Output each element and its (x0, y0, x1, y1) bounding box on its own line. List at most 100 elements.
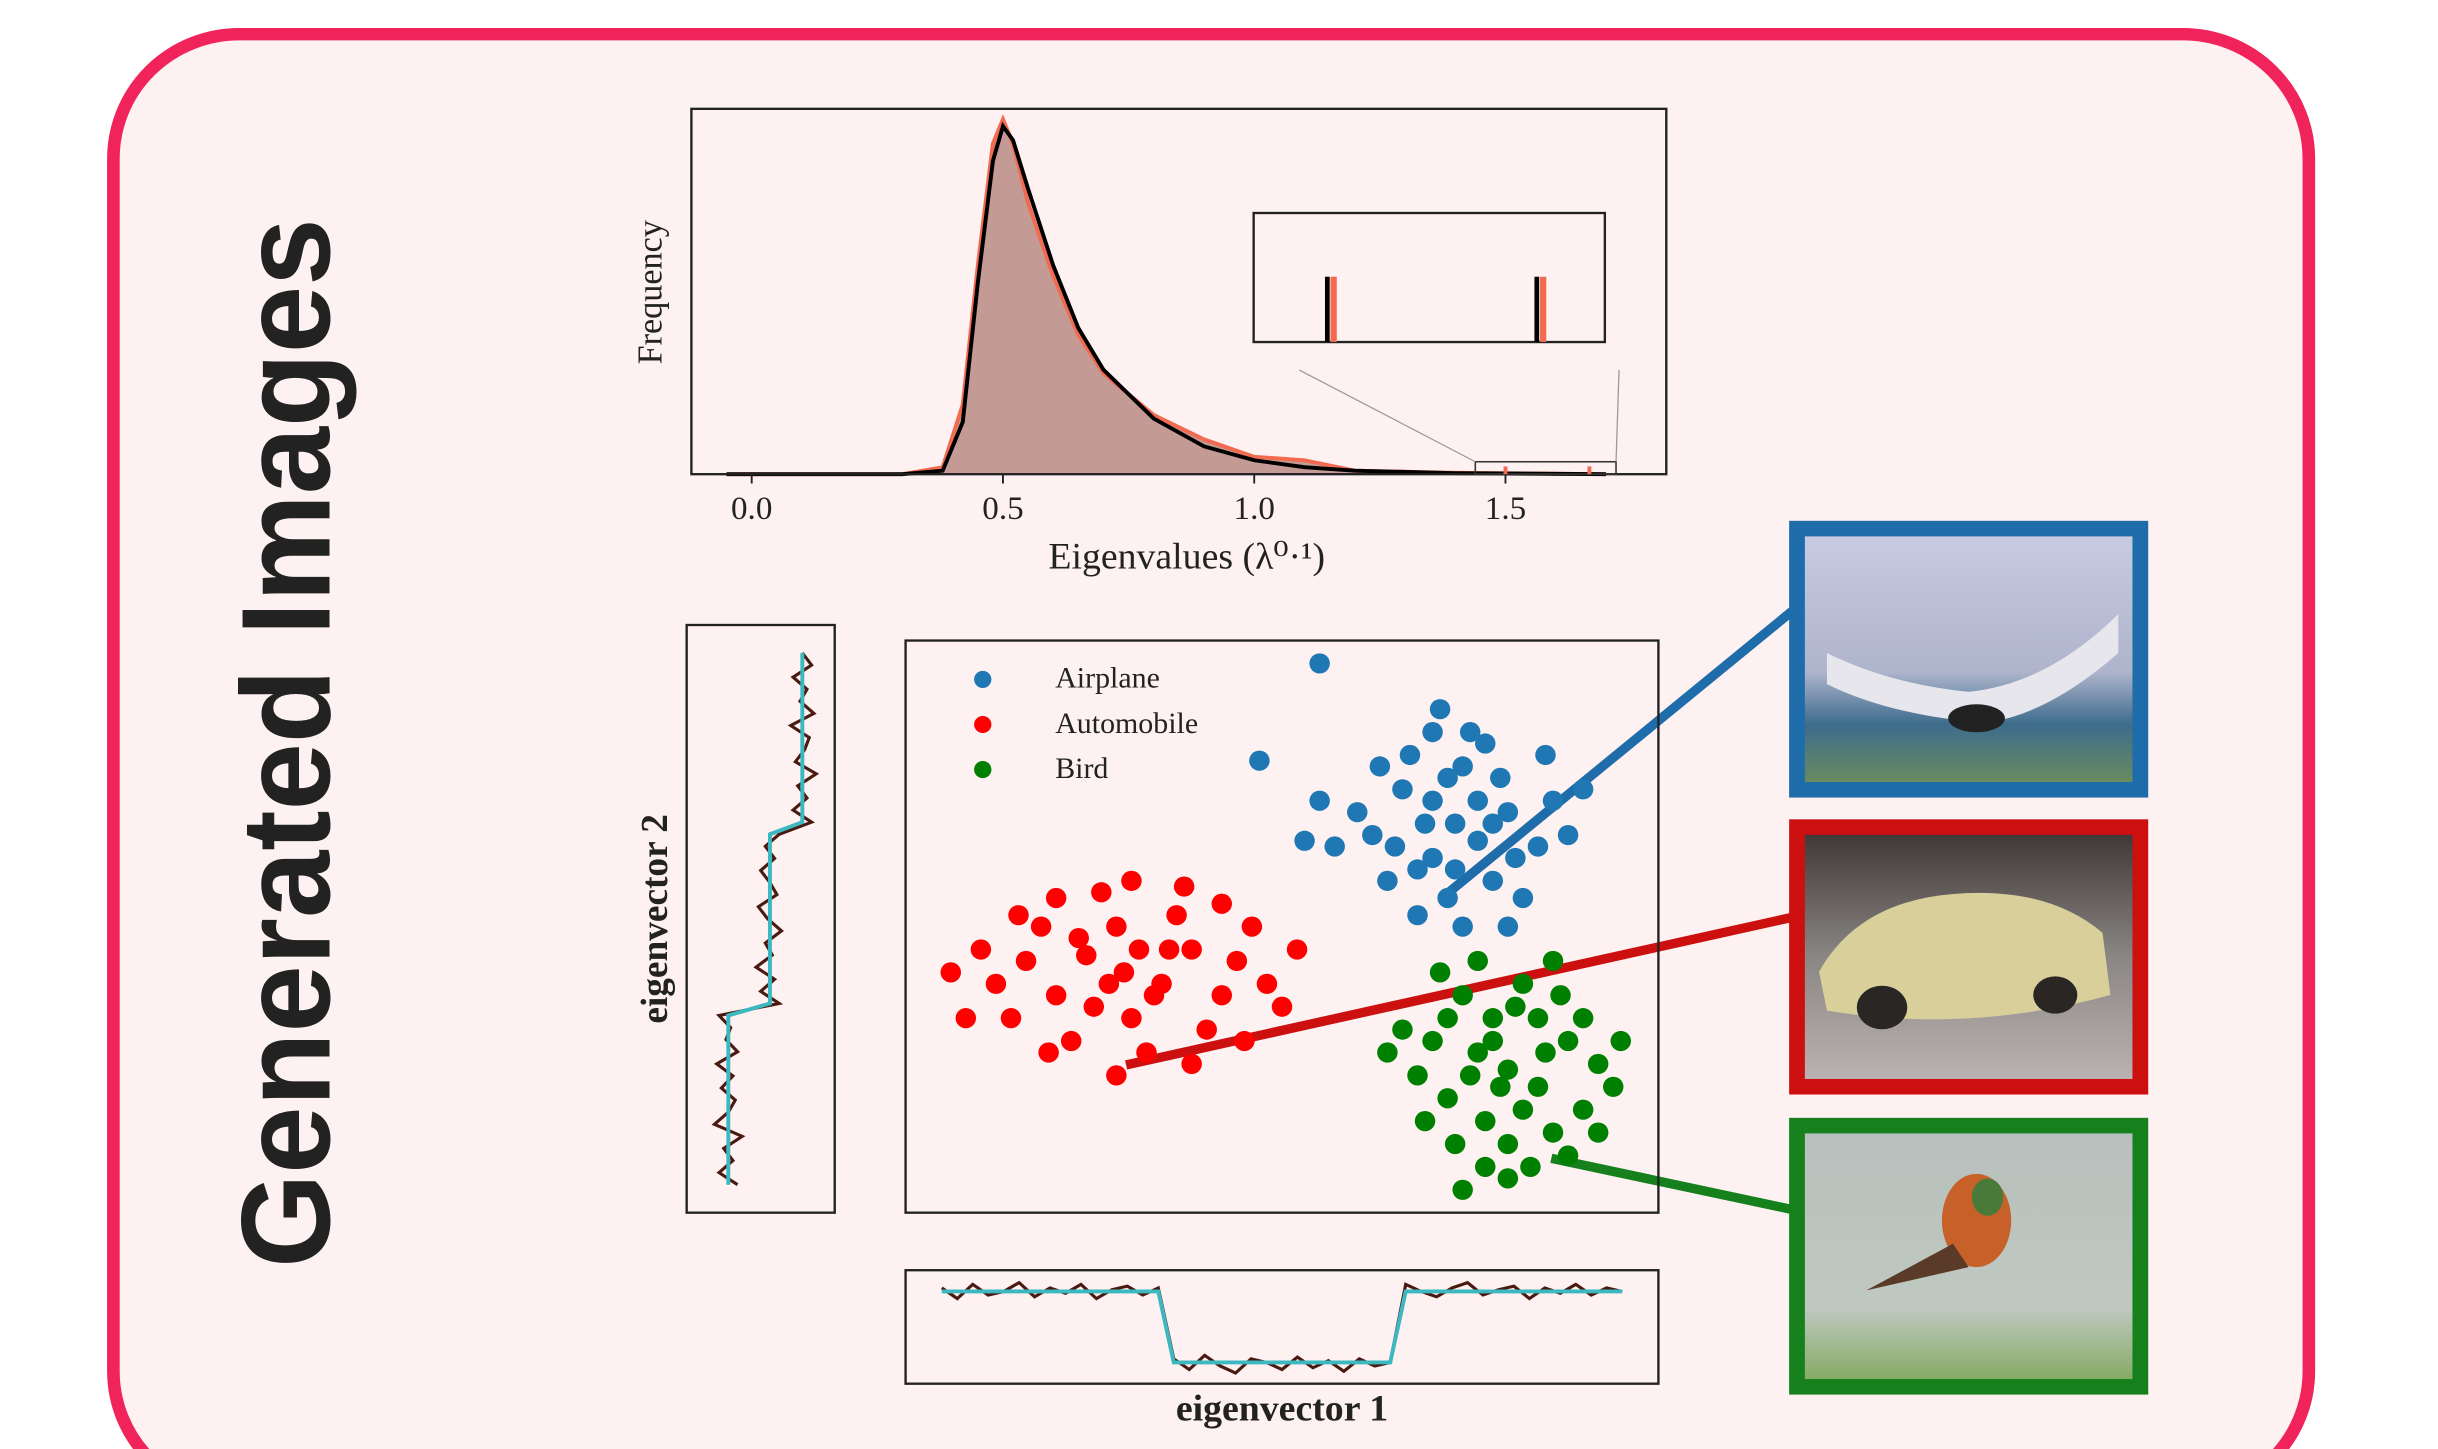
scatter-point (1294, 831, 1314, 851)
scatter-point (1467, 791, 1487, 811)
scatter-point (1415, 1111, 1435, 1131)
scatter-point (1528, 1008, 1548, 1028)
scatter-point (1573, 779, 1593, 799)
scatter-point (956, 1008, 976, 1028)
scatter-point (1385, 836, 1405, 856)
bird-image (1797, 1126, 2140, 1387)
scatter-point (1099, 974, 1119, 994)
bird-head (1972, 1178, 2003, 1215)
car-wheel (1857, 986, 1907, 1030)
scatter-point (1437, 1088, 1457, 1108)
scatter-point (1046, 888, 1066, 908)
scatter-point (1347, 802, 1367, 822)
scatter-point (1535, 745, 1555, 765)
scatter-point (1543, 791, 1563, 811)
x-tick-label: 1.0 (1234, 491, 1275, 527)
y-axis-label: Frequency (631, 219, 669, 364)
scatter-point (1407, 905, 1427, 925)
scatter-point (1558, 1145, 1578, 1165)
scatter-point (1430, 962, 1450, 982)
scatter-point (1588, 1122, 1608, 1142)
legend-marker (974, 761, 991, 778)
scatter-point (1490, 1077, 1510, 1097)
legend-marker (974, 716, 991, 733)
scatter-point (1437, 1008, 1457, 1028)
scatter-point (1498, 917, 1518, 937)
axis-label: eigenvector 1 (1176, 1388, 1388, 1429)
scatter-point (1573, 1008, 1593, 1028)
scatter-point (1558, 1031, 1578, 1051)
scatter-point (1513, 888, 1533, 908)
scatter-point (1061, 1031, 1081, 1051)
scatter-point (1249, 751, 1269, 771)
scatter-point (1121, 871, 1141, 891)
x-axis-label: Eigenvalues (λ⁰·¹) (1048, 536, 1325, 577)
scatter-point (1392, 1019, 1412, 1039)
scatter-point (1498, 1168, 1518, 1188)
scatter-point (1400, 745, 1420, 765)
scatter-point (1309, 653, 1329, 673)
scatter-point (1196, 1019, 1216, 1039)
scatter-point (1257, 974, 1277, 994)
scatter-point (1452, 917, 1472, 937)
scatter-point (1445, 1134, 1465, 1154)
scatter-point (1174, 876, 1194, 896)
scatter-point (1452, 1180, 1472, 1200)
scatter-point (1377, 1042, 1397, 1062)
scatter-point (1227, 951, 1247, 971)
scatter-point (1068, 928, 1088, 948)
scatter-point (1212, 894, 1232, 914)
scatter-point (1483, 1031, 1503, 1051)
scatter-point (1129, 939, 1149, 959)
automobile-image (1797, 827, 2140, 1087)
scatter-point (1166, 905, 1186, 925)
axis-label: eigenvector 2 (635, 814, 676, 1024)
scatter-point (1475, 1157, 1495, 1177)
scatter-point (1588, 1054, 1608, 1074)
scatter-point (1573, 1100, 1593, 1120)
scatter-point (1159, 939, 1179, 959)
scatter-point (1520, 1157, 1540, 1177)
scatter-point (1392, 779, 1412, 799)
scatter-point (1505, 997, 1525, 1017)
scatter-point (1528, 836, 1548, 856)
plane-shadow (1948, 704, 2005, 732)
figure-title: Generated Images (216, 218, 357, 1267)
x-tick-label: 0.0 (731, 491, 772, 527)
scatter-point (1460, 1065, 1480, 1085)
scatter-point (1445, 859, 1465, 879)
scatter-point (1490, 768, 1510, 788)
scatter-point (1543, 951, 1563, 971)
scatter-point (1422, 848, 1442, 868)
scatter-point (1505, 848, 1525, 868)
scatter-point (1415, 814, 1435, 834)
scatter-point (1106, 1065, 1126, 1085)
scatter-point (1445, 814, 1465, 834)
scatter-point (1437, 768, 1457, 788)
scatter-point (1377, 871, 1397, 891)
legend-label: Bird (1055, 753, 1108, 785)
scatter-point (1031, 917, 1051, 937)
figure: Generated Images 0.00.51.01.5Eigenvalues… (0, 0, 2438, 1449)
scatter-point (1136, 1042, 1156, 1062)
scatter-point (1535, 1042, 1555, 1062)
scatter-point (1475, 733, 1495, 753)
scatter-point (1106, 917, 1126, 937)
legend-label: Airplane (1055, 663, 1160, 695)
scatter-point (1362, 825, 1382, 845)
scatter-point (1001, 1008, 1021, 1028)
scatter-point (1091, 882, 1111, 902)
scatter-point (1181, 1054, 1201, 1074)
scatter-point (1452, 985, 1472, 1005)
scatter-point (1084, 997, 1104, 1017)
scatter-point (1324, 836, 1344, 856)
scatter-point (1234, 1031, 1254, 1051)
scatter-point (1467, 831, 1487, 851)
scatter-point (1242, 917, 1262, 937)
legend-marker (974, 671, 991, 688)
scatter-point (1287, 939, 1307, 959)
scatter-point (1046, 985, 1066, 1005)
scatter-point (1144, 985, 1164, 1005)
scatter-point (1212, 985, 1232, 1005)
scatter-point (1422, 791, 1442, 811)
